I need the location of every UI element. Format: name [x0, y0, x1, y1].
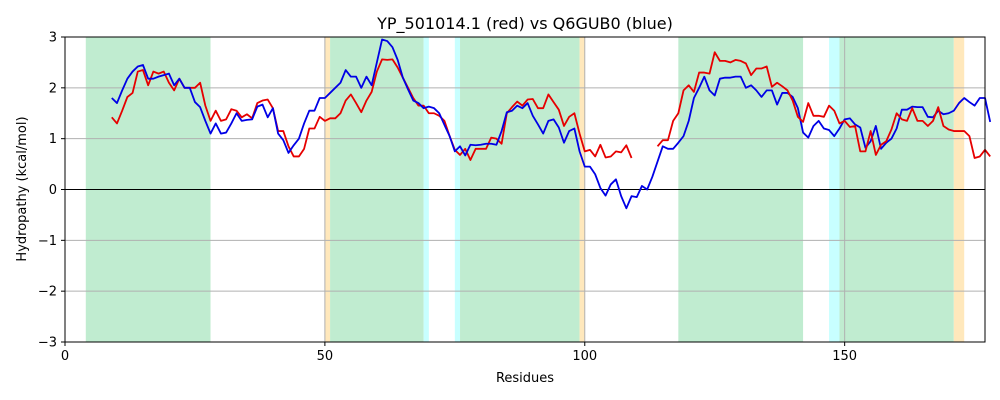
series-line-red-0 — [111, 58, 633, 161]
grid-lines — [65, 37, 985, 342]
series-line-red-2 — [656, 51, 991, 159]
y-axis-ticks: −3 −2 −1 0 1 2 3 — [38, 31, 65, 351]
y-tick-label: 1 — [49, 132, 57, 147]
x-tick-label: 50 — [317, 349, 334, 364]
y-tick-label: 2 — [49, 81, 57, 96]
x-tick-label: 100 — [572, 349, 597, 364]
y-tick-label: 3 — [49, 31, 57, 46]
series-lines — [111, 38, 992, 210]
y-tick-label: −1 — [38, 234, 57, 249]
y-tick-label: −3 — [38, 336, 57, 351]
x-axis-ticks: 0 50 100 150 — [61, 342, 857, 364]
y-tick-label: −2 — [38, 285, 57, 300]
chart-title: YP_501014.1 (red) vs Q6GUB0 (blue) — [376, 14, 673, 34]
x-axis-label: Residues — [496, 371, 554, 386]
y-axis-label: Hydropathy (kcal/mol) — [15, 116, 30, 261]
x-tick-label: 0 — [61, 349, 69, 364]
y-tick-label: 0 — [49, 183, 57, 198]
x-tick-label: 150 — [832, 349, 857, 364]
